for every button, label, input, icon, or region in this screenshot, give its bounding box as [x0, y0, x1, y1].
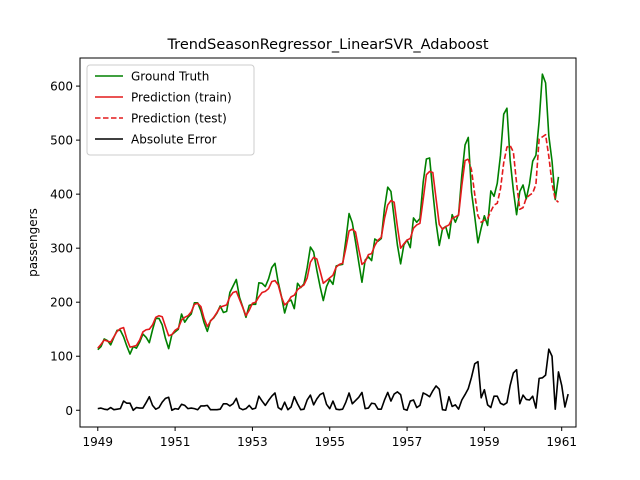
y-tick-label: 300 [50, 242, 73, 256]
series-layer [97, 73, 569, 412]
y-tick-label: 100 [50, 350, 73, 364]
chart-title: TrendSeasonRegressor_LinearSVR_Adaboost [166, 37, 488, 53]
x-tick-label: 1951 [160, 435, 191, 449]
x-tick-label: 1949 [83, 435, 114, 449]
series-line-3 [467, 133, 559, 224]
legend: Ground Truth Prediction (train) Prediction… [86, 64, 255, 156]
y-tick-label: 200 [50, 296, 73, 310]
y-axis-label: passengers [26, 208, 40, 277]
series-line-2 [97, 158, 469, 349]
series-line-4 [97, 348, 569, 412]
x-tick-label: 1961 [546, 435, 577, 449]
series-line-1 [97, 73, 560, 355]
axes-layer: 1949 1951 1953 1955 1957 1959 1961 0 100 200 300 40… [50, 57, 577, 449]
x-tick-label: 1955 [314, 435, 345, 449]
legend-label: Ground Truth [131, 70, 209, 84]
y-tick-label: 0 [65, 404, 73, 418]
axes-frame [79, 57, 577, 428]
x-tick-label: 1957 [392, 435, 423, 449]
legend-label: Prediction (train) [131, 91, 232, 105]
y-tick-label: 500 [50, 134, 73, 148]
y-tick-label: 400 [50, 188, 73, 202]
legend-label: Absolute Error [131, 133, 217, 147]
y-tick-label: 600 [50, 80, 73, 94]
x-tick-label: 1953 [237, 435, 268, 449]
legend-box [86, 64, 255, 156]
legend-label: Prediction (test) [131, 112, 227, 126]
x-tick-label: 1959 [469, 435, 500, 449]
